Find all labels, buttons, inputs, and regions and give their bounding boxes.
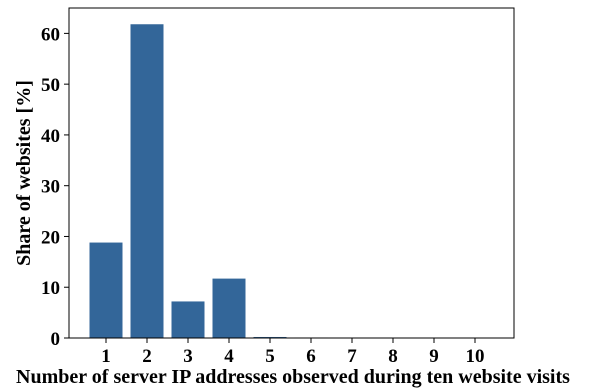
plot-frame [68, 7, 515, 339]
x-tick-label-7: 7 [347, 346, 357, 367]
x-axis-ticks: 1 2 3 4 5 6 7 8 9 10 [101, 338, 485, 367]
y-tick-label-10: 10 [41, 278, 60, 299]
x-axis-label: Number of server IP addresses observed d… [16, 366, 570, 388]
x-tick-label-1: 1 [101, 346, 111, 367]
bar-5 [253, 336, 287, 338]
y-tick-label-50: 50 [41, 75, 60, 96]
y-tick-label-20: 20 [41, 227, 60, 248]
bar-4 [212, 278, 246, 338]
bars-group [89, 24, 492, 338]
x-tick-label-3: 3 [183, 346, 193, 367]
x-tick-label-10: 10 [466, 346, 485, 367]
y-axis-label: Share of websites [%] [13, 80, 35, 266]
y-tick-label-30: 30 [41, 177, 60, 198]
y-axis-ticks: 0 10 20 30 40 50 60 [41, 24, 69, 350]
x-tick-label-5: 5 [265, 346, 275, 367]
y-tick-label-60: 60 [41, 24, 60, 45]
x-tick-label-8: 8 [388, 346, 398, 367]
x-tick-label-6: 6 [306, 346, 316, 367]
x-tick-label-2: 2 [142, 346, 152, 367]
bar-3 [171, 301, 205, 338]
y-tick-label-40: 40 [41, 126, 60, 147]
bar-2 [130, 24, 164, 338]
bar-1 [89, 242, 123, 338]
x-tick-label-9: 9 [429, 346, 439, 367]
y-tick-label-0: 0 [51, 329, 61, 350]
x-tick-label-4: 4 [224, 346, 234, 367]
